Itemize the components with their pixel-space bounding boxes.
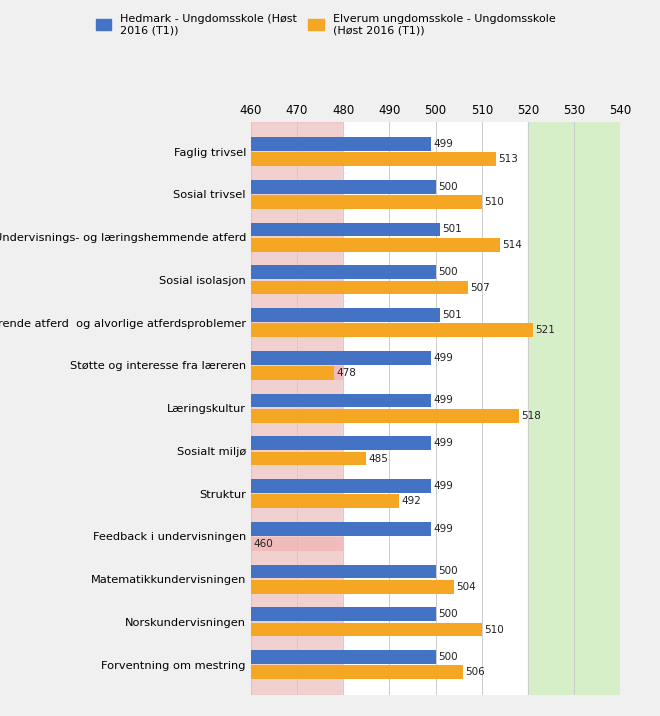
Bar: [251, 351, 431, 364]
Text: 499: 499: [434, 139, 453, 149]
Text: 485: 485: [369, 453, 389, 463]
Text: 510: 510: [484, 624, 504, 634]
Bar: [251, 607, 343, 621]
Text: 499: 499: [434, 481, 453, 491]
Bar: [251, 452, 343, 465]
Bar: [251, 665, 343, 679]
Text: 500: 500: [438, 609, 457, 619]
Bar: [251, 281, 343, 294]
Text: 507: 507: [471, 283, 490, 293]
Bar: [251, 607, 436, 621]
Bar: [251, 266, 436, 279]
Text: 504: 504: [457, 582, 476, 592]
Text: 501: 501: [442, 224, 462, 234]
Text: 500: 500: [438, 182, 457, 192]
Bar: [251, 522, 431, 536]
Bar: [251, 223, 440, 236]
Bar: [251, 308, 343, 321]
Text: 510: 510: [484, 197, 504, 207]
Bar: [251, 665, 463, 679]
Bar: [251, 650, 436, 664]
Bar: [251, 565, 343, 579]
Bar: [251, 180, 436, 193]
Bar: [251, 266, 343, 279]
Bar: [251, 537, 343, 551]
Bar: [251, 409, 519, 422]
Bar: [251, 580, 454, 594]
Bar: [251, 238, 343, 251]
Bar: [251, 495, 343, 508]
Bar: [251, 623, 482, 637]
Text: 514: 514: [503, 240, 523, 250]
Bar: [251, 137, 431, 151]
Bar: [251, 436, 343, 450]
Bar: [251, 195, 343, 209]
Bar: [251, 153, 343, 166]
Bar: [251, 366, 343, 380]
Text: 521: 521: [535, 325, 555, 335]
Text: 500: 500: [438, 566, 457, 576]
Bar: [251, 180, 343, 193]
Bar: [251, 153, 496, 166]
Text: 513: 513: [498, 155, 518, 165]
Text: 499: 499: [434, 353, 453, 363]
Bar: [528, 122, 620, 695]
Bar: [251, 324, 343, 337]
Text: 499: 499: [434, 438, 453, 448]
Bar: [343, 122, 528, 695]
Text: 500: 500: [438, 652, 457, 662]
Bar: [251, 436, 431, 450]
Bar: [251, 580, 343, 594]
Bar: [251, 351, 343, 364]
Bar: [251, 281, 468, 294]
Bar: [251, 623, 343, 637]
Bar: [251, 238, 500, 251]
Bar: [251, 308, 440, 321]
Text: 492: 492: [401, 496, 421, 506]
Bar: [251, 137, 343, 151]
Text: 501: 501: [442, 310, 462, 320]
Bar: [251, 479, 343, 493]
Text: 499: 499: [434, 523, 453, 533]
Bar: [251, 324, 533, 337]
Bar: [251, 565, 436, 579]
Bar: [251, 479, 431, 493]
Text: 460: 460: [253, 539, 273, 549]
Bar: [251, 366, 334, 380]
Bar: [251, 223, 343, 236]
Text: 500: 500: [438, 267, 457, 277]
Text: 518: 518: [521, 411, 541, 421]
Text: 506: 506: [466, 667, 485, 677]
Bar: [251, 495, 399, 508]
Bar: [251, 122, 343, 695]
Bar: [251, 409, 343, 422]
Text: 478: 478: [337, 368, 356, 378]
Bar: [251, 452, 366, 465]
Bar: [251, 650, 343, 664]
Legend: Hedmark - Ungdomsskole (Høst
2016 (T1)), Elverum ungdomsskole - Ungdomsskole
(Hø: Hedmark - Ungdomsskole (Høst 2016 (T1)),…: [91, 9, 560, 39]
Bar: [251, 394, 431, 407]
Bar: [251, 394, 343, 407]
Bar: [251, 522, 343, 536]
Text: 499: 499: [434, 395, 453, 405]
Bar: [251, 195, 482, 209]
